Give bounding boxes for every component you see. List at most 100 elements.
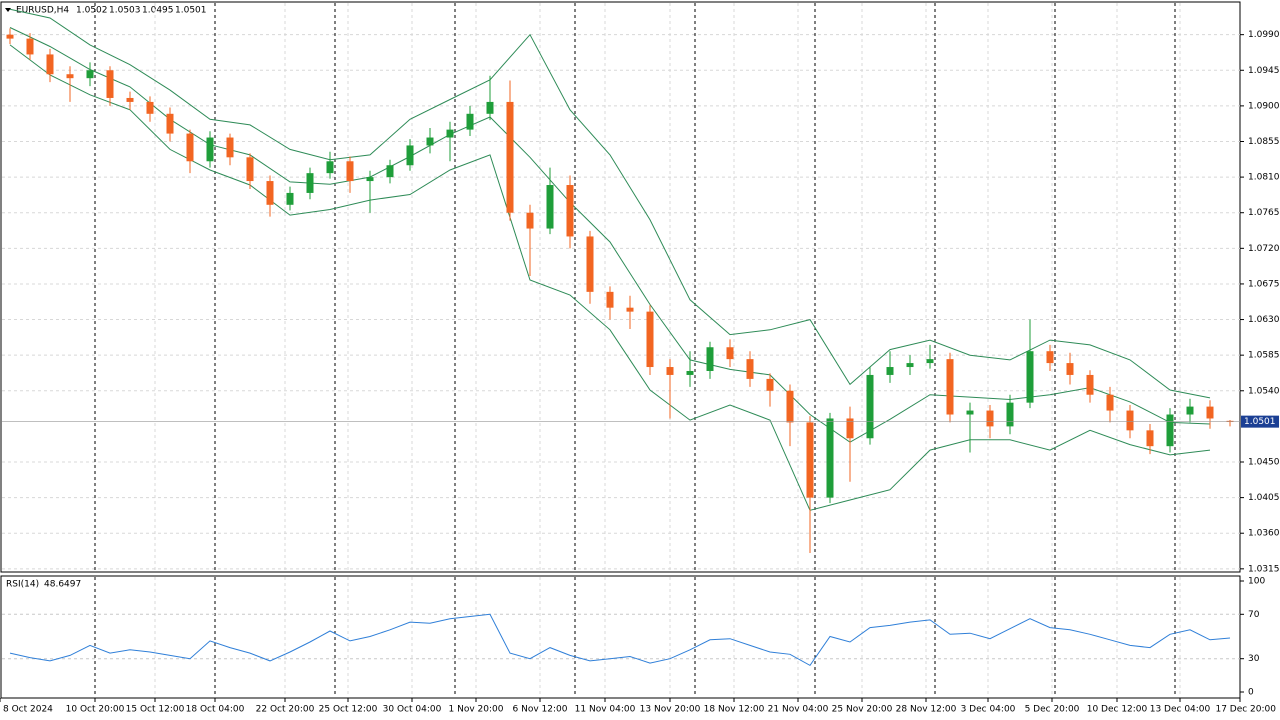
candle-body — [886, 367, 894, 375]
candle-body — [266, 181, 274, 205]
y-tick-label: 1.0675 — [1248, 279, 1280, 289]
y-tick-label: 1.0405 — [1248, 493, 1280, 503]
x-tick-label: 13 Nov 20:00 — [640, 705, 701, 715]
x-tick-label: 25 Oct 12:00 — [319, 705, 378, 715]
candle-body — [806, 422, 814, 498]
x-tick-label: 18 Oct 04:00 — [186, 705, 245, 715]
candle-body — [226, 137, 234, 158]
candle-body — [606, 291, 614, 308]
rsi-title: RSI(14) — [6, 580, 39, 590]
candle-body — [6, 34, 14, 39]
y-tick-label: 1.0315 — [1248, 564, 1280, 574]
candle-body — [926, 359, 934, 364]
candle-body — [146, 101, 154, 114]
candle-body — [66, 74, 74, 79]
candle-body — [246, 157, 254, 182]
candle-body — [826, 418, 834, 498]
candle-body — [306, 173, 314, 193]
x-tick-label: 17 Dec 20:00 — [1215, 705, 1276, 715]
candle-body — [706, 347, 714, 371]
candle-body — [346, 161, 354, 182]
x-tick-label: 10 Oct 20:00 — [66, 705, 125, 715]
x-tick-label: 3 Dec 04:00 — [961, 705, 1016, 715]
candle-body — [366, 177, 374, 182]
candle-body — [626, 307, 634, 312]
y-tick-label: 1.0945 — [1248, 66, 1280, 76]
candle-body — [666, 367, 674, 375]
y-tick-label: 1.0765 — [1248, 208, 1280, 218]
y-tick-label: 100 — [1248, 577, 1265, 587]
bollinger-upper — [9, 8, 1211, 399]
x-tick-label: 15 Oct 12:00 — [126, 705, 185, 715]
candle-body — [386, 165, 394, 178]
rsi-value: 48.6497 — [44, 580, 81, 590]
y-tick-label: 1.0900 — [1248, 101, 1280, 111]
candle-body — [466, 113, 474, 130]
bollinger-lower — [9, 44, 1211, 511]
y-tick-label: 1.0630 — [1248, 315, 1280, 325]
candle-body — [406, 145, 414, 166]
x-tick-label: 18 Nov 12:00 — [704, 705, 765, 715]
close-value: 1.0501 — [175, 6, 207, 16]
x-tick-label: 11 Nov 04:00 — [575, 705, 636, 715]
candle-body — [86, 70, 94, 79]
candle-body — [166, 113, 174, 134]
y-tick-label: 1.0450 — [1248, 457, 1280, 467]
candle-body — [26, 38, 34, 55]
candle-body — [1126, 410, 1134, 431]
candle-body — [1086, 374, 1094, 395]
candle-body — [426, 137, 434, 146]
candle-body — [526, 212, 534, 229]
candle-body — [186, 133, 194, 162]
rsi-pane — [0, 575, 1241, 699]
candle-body — [1206, 406, 1214, 419]
x-tick-label: 28 Nov 12:00 — [896, 705, 957, 715]
candle-body — [966, 410, 974, 415]
x-tick-label: 21 Nov 04:00 — [768, 705, 829, 715]
y-tick-label: 1.0990 — [1248, 30, 1280, 40]
low-value: 1.0495 — [142, 6, 174, 16]
x-tick-label: 22 Oct 20:00 — [256, 705, 315, 715]
candle-body — [486, 101, 494, 114]
last-price-box — [1241, 415, 1279, 428]
x-tick-label: 30 Oct 04:00 — [383, 705, 442, 715]
candle-body — [846, 418, 854, 439]
candle-body — [986, 410, 994, 427]
candle-body — [206, 137, 214, 162]
candle-body — [46, 54, 54, 75]
x-tick-label: 8 Oct 2024 — [3, 705, 53, 715]
candle-body — [866, 374, 874, 439]
candle-body — [326, 161, 334, 174]
candle-body — [786, 390, 794, 423]
candle-body — [506, 101, 514, 213]
y-tick-label: 1.0810 — [1248, 173, 1280, 183]
candle-body — [446, 129, 454, 138]
rsi-line — [9, 613, 1231, 667]
symbol: EURUSD,H4 — [16, 6, 69, 16]
y-tick-label: 1.0585 — [1248, 351, 1280, 361]
candle-body — [106, 70, 114, 98]
candle-body — [1106, 394, 1114, 411]
candle-body — [1006, 402, 1014, 427]
candle-body — [1146, 430, 1154, 447]
price-pane — [0, 1, 1241, 573]
candle-body — [686, 370, 694, 375]
candle-body — [286, 192, 294, 205]
high-value: 1.0503 — [109, 6, 141, 16]
candle-body — [546, 185, 554, 229]
y-tick-label: 30 — [1248, 654, 1260, 664]
x-tick-label: 10 Dec 12:00 — [1087, 705, 1148, 715]
candle-body — [766, 378, 774, 391]
candle-body — [946, 359, 954, 415]
y-tick-label: 1.0360 — [1248, 529, 1280, 539]
candle-body — [1026, 351, 1034, 403]
y-tick-label: 1.0720 — [1248, 244, 1280, 254]
menu-arrow[interactable] — [5, 8, 11, 12]
open-value: 1.0502 — [76, 6, 108, 16]
candle-body — [566, 185, 574, 237]
candle-body — [1046, 351, 1054, 364]
x-tick-label: 25 Nov 20:00 — [832, 705, 893, 715]
